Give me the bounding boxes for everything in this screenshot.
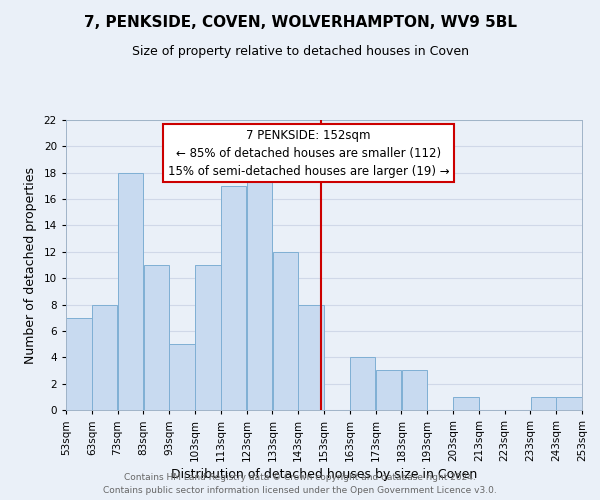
Bar	[66, 318, 92, 410]
Bar	[401, 370, 427, 410]
Text: Size of property relative to detached houses in Coven: Size of property relative to detached ho…	[131, 45, 469, 58]
Text: Contains public sector information licensed under the Open Government Licence v3: Contains public sector information licen…	[103, 486, 497, 495]
Bar	[298, 304, 324, 410]
Y-axis label: Number of detached properties: Number of detached properties	[24, 166, 37, 364]
Text: 7 PENKSIDE: 152sqm
← 85% of detached houses are smaller (112)
15% of semi-detach: 7 PENKSIDE: 152sqm ← 85% of detached hou…	[168, 128, 449, 178]
Bar	[195, 265, 221, 410]
Bar	[247, 172, 272, 410]
Text: 7, PENKSIDE, COVEN, WOLVERHAMPTON, WV9 5BL: 7, PENKSIDE, COVEN, WOLVERHAMPTON, WV9 5…	[83, 15, 517, 30]
Text: Contains HM Land Registry data © Crown copyright and database right 2024.: Contains HM Land Registry data © Crown c…	[124, 472, 476, 482]
Bar	[453, 397, 479, 410]
X-axis label: Distribution of detached houses by size in Coven: Distribution of detached houses by size …	[171, 468, 477, 481]
Bar	[376, 370, 401, 410]
Bar	[530, 397, 556, 410]
Bar	[556, 397, 582, 410]
Bar	[143, 265, 169, 410]
Bar	[118, 172, 143, 410]
Bar	[221, 186, 247, 410]
Bar	[169, 344, 195, 410]
Bar	[272, 252, 298, 410]
Bar	[92, 304, 118, 410]
Bar	[350, 358, 376, 410]
